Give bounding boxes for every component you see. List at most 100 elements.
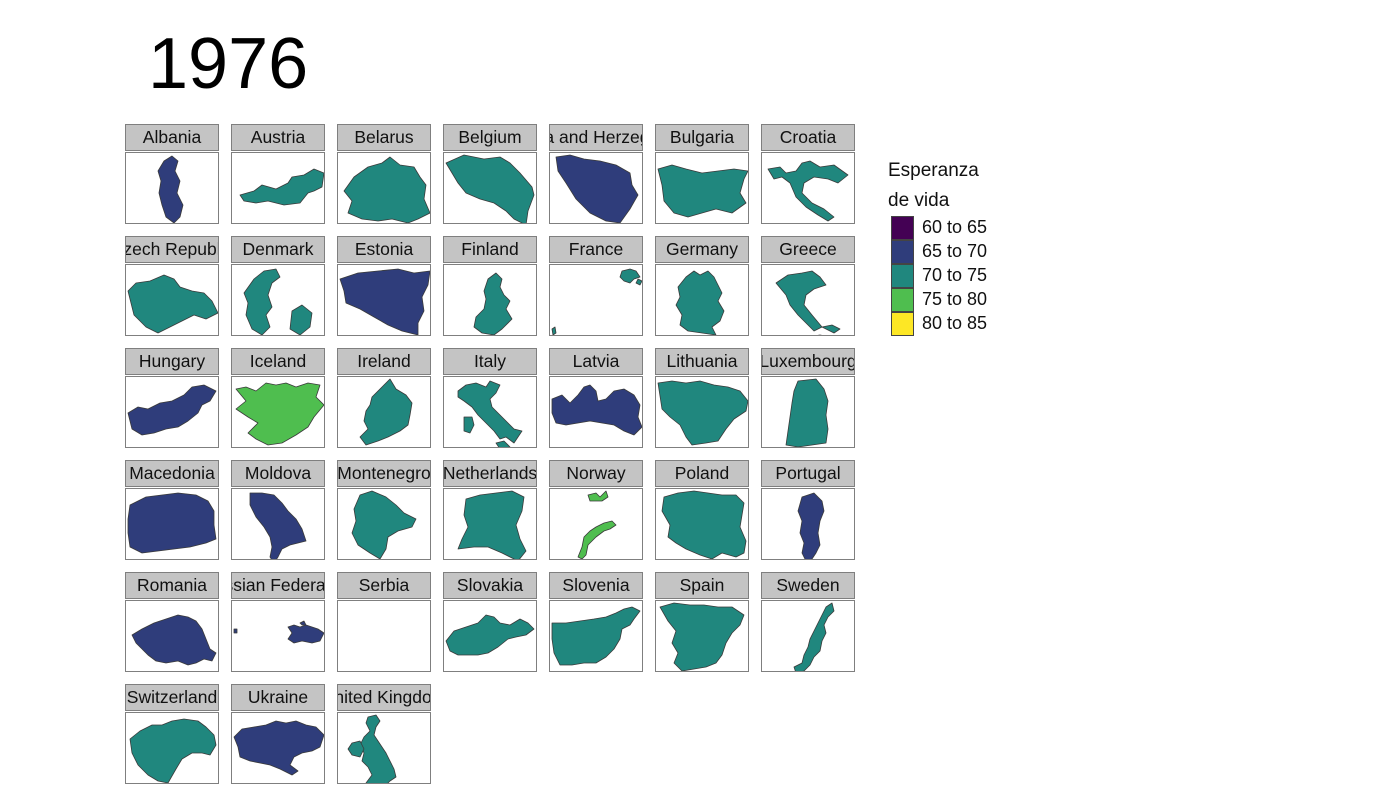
facet-strip-russian-federation: Russian Federation xyxy=(231,572,325,599)
facet-strip-france: France xyxy=(549,236,643,263)
facet-plot-belgium xyxy=(443,152,537,224)
country-map-croatia xyxy=(767,160,849,222)
facet-plot-italy xyxy=(443,376,537,448)
country-shape-poland xyxy=(661,490,747,559)
country-map-netherlands xyxy=(457,490,527,559)
facet-plot-switzerland xyxy=(125,712,219,784)
facet-plot-ireland xyxy=(337,376,431,448)
country-shape-denmark-1 xyxy=(289,304,313,335)
country-shape-germany xyxy=(675,270,725,335)
country-shape-greece xyxy=(775,270,827,332)
facet-plot-germany xyxy=(655,264,749,336)
country-map-bosnia-and-herzegovina xyxy=(555,154,639,223)
facet-label: Czech Republic xyxy=(126,239,218,259)
facet-plot-russian-federation xyxy=(231,600,325,672)
facet-plot-luxembourg xyxy=(761,376,855,448)
facet-plot-sweden xyxy=(761,600,855,672)
facet-strip-luxembourg: Luxembourg xyxy=(761,348,855,375)
facet-strip-poland: Poland xyxy=(655,460,749,487)
facet-label: Lithuania xyxy=(666,351,738,371)
country-map-macedonia xyxy=(127,492,217,554)
country-shape-austria xyxy=(239,168,324,206)
facet-label: Switzerland xyxy=(126,687,218,707)
country-shape-slovakia xyxy=(445,614,535,656)
country-shape-slovenia xyxy=(551,606,641,666)
facet-strip-ireland: Ireland xyxy=(337,348,431,375)
country-map-italy xyxy=(457,380,523,447)
legend: Esperanza de vida 60 to 65 65 to 70 70 to … xyxy=(888,156,1008,336)
facet-strip-norway: Norway xyxy=(549,460,643,487)
facet-plot-bosnia-and-herzegovina xyxy=(549,152,643,224)
country-map-austria xyxy=(239,168,324,206)
country-shape-france-1 xyxy=(635,278,642,286)
country-map-romania xyxy=(131,614,217,666)
facet-strip-montenegro: Montenegro xyxy=(337,460,431,487)
country-shape-norway-1 xyxy=(577,520,617,559)
facet-panel-belarus: Belarus xyxy=(337,124,431,224)
facet-strip-austria: Austria xyxy=(231,124,325,151)
facet-plot-netherlands xyxy=(443,488,537,560)
facet-label: France xyxy=(568,239,624,259)
country-shape-netherlands xyxy=(457,490,527,559)
facet-strip-belarus: Belarus xyxy=(337,124,431,151)
facet-panel-germany: Germany xyxy=(655,236,749,336)
facet-panel-finland: Finland xyxy=(443,236,537,336)
facet-strip-iceland: Iceland xyxy=(231,348,325,375)
country-shape-ireland xyxy=(359,378,413,446)
facet-plot-estonia xyxy=(337,264,431,336)
facet-plot-slovakia xyxy=(443,600,537,672)
country-shape-ukraine xyxy=(233,720,324,776)
facet-panel-slovenia: Slovenia xyxy=(549,572,643,672)
facet-plot-romania xyxy=(125,600,219,672)
facet-strip-spain: Spain xyxy=(655,572,749,599)
country-map-poland xyxy=(661,490,747,559)
country-shape-italy-1 xyxy=(463,416,475,434)
country-shape-france xyxy=(619,268,641,284)
facet-strip-germany: Germany xyxy=(655,236,749,263)
facet-panel-france: France xyxy=(549,236,643,336)
facet-label: Spain xyxy=(679,575,725,595)
country-map-iceland xyxy=(235,382,324,446)
facet-panel-portugal: Portugal xyxy=(761,460,855,560)
country-shape-russian-federation-1 xyxy=(233,628,238,634)
country-map-ireland xyxy=(359,378,413,446)
country-shape-hungary xyxy=(127,384,217,436)
facet-label: Netherlands xyxy=(443,463,537,483)
facet-plot-croatia xyxy=(761,152,855,224)
legend-label: 80 to 85 xyxy=(922,313,988,333)
facet-panel-latvia: Latvia xyxy=(549,348,643,448)
facet-panel-ireland: Ireland xyxy=(337,348,431,448)
facet-plot-latvia xyxy=(549,376,643,448)
country-shape-spain xyxy=(659,602,745,671)
country-shape-lithuania xyxy=(657,380,748,446)
facet-label: Macedonia xyxy=(129,463,215,483)
facet-plot-norway xyxy=(549,488,643,560)
country-shape-moldova xyxy=(249,492,307,559)
country-map-czech-republic xyxy=(127,274,218,334)
facet-panel-romania: Romania xyxy=(125,572,219,672)
facet-plot-denmark xyxy=(231,264,325,336)
facet-label: Latvia xyxy=(572,351,620,371)
country-shape-luxembourg xyxy=(785,378,829,447)
facet-label: Ukraine xyxy=(247,687,309,707)
facet-panel-greece: Greece xyxy=(761,236,855,336)
facet-strip-macedonia: Macedonia xyxy=(125,460,219,487)
country-map-slovakia xyxy=(445,614,535,656)
facet-panel-bosnia-and-herzegovina: Bosnia and Herzegovina xyxy=(549,124,643,224)
facet-panel-iceland: Iceland xyxy=(231,348,325,448)
facet-plot-lithuania xyxy=(655,376,749,448)
country-shape-finland xyxy=(473,272,513,335)
facet-plot-belarus xyxy=(337,152,431,224)
facet-strip-lithuania: Lithuania xyxy=(655,348,749,375)
facet-label: Russian Federation xyxy=(232,575,325,595)
facet-label: Bosnia and Herzegovina xyxy=(550,127,642,147)
legend-title-line-2: de vida xyxy=(888,190,950,211)
country-map-france xyxy=(551,268,642,335)
country-shape-portugal xyxy=(797,492,825,559)
facet-plot-united-kingdom xyxy=(337,712,431,784)
country-map-moldova xyxy=(249,492,307,559)
facet-strip-netherlands: Netherlands xyxy=(443,460,537,487)
legend-key-swatch xyxy=(891,312,914,336)
